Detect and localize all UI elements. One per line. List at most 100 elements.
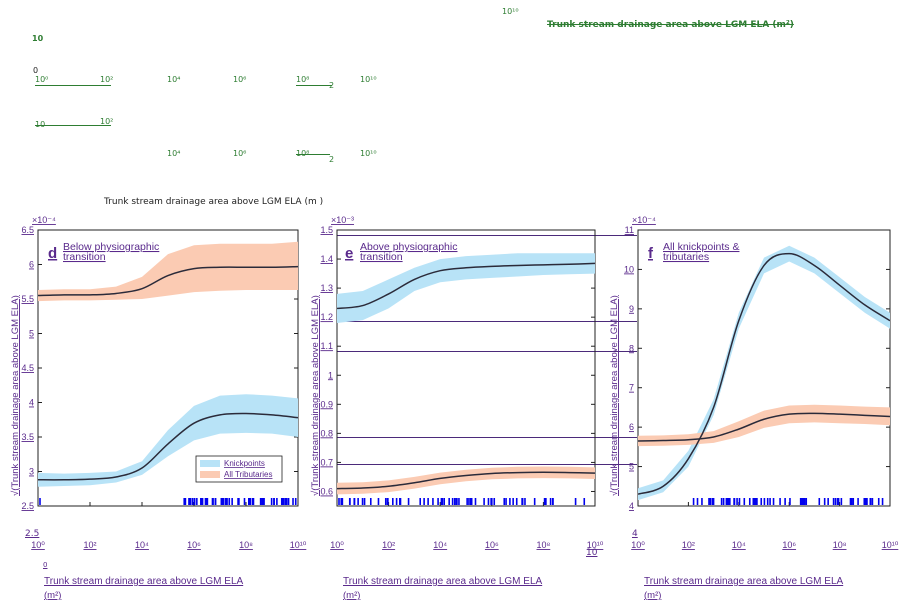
panel-title-f-2: tributaries [663,251,709,263]
chart-panel-e: 0.6 0.7 0.8 0.9 1 1.1 1.2 1.3 1.4 1.5 10⁰ 10² 10⁴ 10⁶… [310,215,604,601]
y-tick-label: 4 [29,398,34,408]
x-axis-label-f: Trunk stream drainage area above LGM ELA [644,576,844,587]
stray-label-zero: 0 [43,561,48,569]
x-axis-unit-f: (m²) [644,590,661,601]
y-tick-label: 10 [624,264,634,274]
panel-letter-d: d [48,245,57,262]
confidence-band-knickpoints [38,394,298,487]
chart-panel-d: 2.5 3 3.5 4 4.5 5 5.5 6 6.5 10⁰ 10² 10⁴ 10⁶ 10⁸ 10¹⁰ ×1… [10,215,307,601]
y-tick-label: 1.3 [320,283,333,293]
x-tick-label: 10⁸ [239,540,253,550]
y-tick-label: 1.2 [320,312,333,322]
x-tick-label: 10⁴ [732,540,746,550]
x-axis-label-d: Trunk stream drainage area above LGM ELA [44,576,244,587]
y-tick-label: 1 [328,370,333,380]
fit-curve-tributaries [637,412,891,442]
legend-entry: Knickpoints [224,459,265,468]
fit-curve-tributaries [336,471,596,490]
ghost-tick-e: 10⁴ [167,75,181,84]
ghost-rule-4 [296,154,330,155]
panel-letter-e: e [345,245,353,262]
fit-curve-knickpoints [637,252,891,495]
chart-panel-f: 4 5 6 7 8 9 10 11 10⁰ 10² 10⁴ 10⁶ 10⁸ 10¹⁰ ×10⁻⁴ f All k… [609,215,899,601]
panel-title-f: All knickpoints & [663,241,739,253]
x-tick-label: 10⁶ [485,540,499,550]
y-tick-label: 1.5 [320,225,333,235]
stray-label-ten: 10 [586,548,598,558]
fit-curve-knickpoints [336,262,596,310]
ghost-tick-d: 10² [100,75,114,84]
stray-label-four: 4 [632,529,638,539]
legend-swatch [200,471,220,478]
y-tick-label: 5.5 [21,294,34,304]
panel-title-d-2: transition [63,251,106,263]
y-tick-label: 3.5 [21,432,34,442]
y-axis-label-f: √(Trunk stream drainage area above LGM E… [609,295,620,496]
plot-frame-e [336,229,596,507]
y-tick-label: 4.5 [21,363,34,373]
y-tick-label: 1.4 [320,254,333,264]
x-tick-label: 10¹⁰ [882,540,899,550]
panel-letter-f: f [648,245,654,262]
y-multiplier: ×10⁻³ [331,215,354,225]
ghost-tick-i: 10¹⁰ [360,75,377,84]
y-tick-label: 8 [629,343,634,353]
panel-title-e: Above physiographic [360,241,457,253]
mid-axis-label: Trunk stream drainage area above LGM ELA… [104,198,323,207]
x-axis-unit-d: (m²) [44,590,61,601]
mid-axis-label-close: ) [319,197,324,207]
x-tick-label: 10⁶ [187,540,201,550]
x-tick-label: 10² [682,540,695,550]
confidence-band-tributaries [38,241,298,302]
y-tick-label: 0.7 [320,457,333,467]
y-tick-label: 11 [625,225,634,235]
ghost-tick-a: 10 [32,34,44,43]
artifact-title-struck: Trunk stream drainage area above LGM ELA… [547,20,794,30]
x-tick-label: 10¹⁰ [587,540,604,550]
ghost-row3-d: 2 [329,155,335,164]
confidence-band-tributaries [337,466,595,495]
y-tick-label: 1.1 [320,341,333,351]
ghost-row2-b: 10² [100,117,114,126]
x-tick-label: 10² [83,540,96,550]
y-tick-label: 3 [29,467,34,477]
artifact-line-5 [337,464,637,465]
x-tick-label: 10⁰ [31,540,45,550]
artifact-line-1 [337,235,637,236]
ghost-rule-3 [35,125,111,126]
y-tick-label: 5 [29,329,34,339]
x-axis-label-e: Trunk stream drainage area above LGM ELA [343,576,543,587]
artifact-line-4 [337,437,637,438]
ghost-rule-1 [35,85,111,86]
y-tick-label: 6.5 [21,225,34,235]
mid-axis-label-text: Trunk stream drainage area above LGM ELA… [104,197,317,207]
stray-label-low: 2.5 [25,529,40,539]
y-tick-label: 6 [629,422,634,432]
x-tick-label: 10⁰ [631,540,645,550]
x-tick-label: 10⁴ [135,540,149,550]
y-tick-label: 2.5 [21,501,34,511]
panel-title-d: Below physiographic [63,241,159,253]
artifact-exponent-top: 10¹⁰ [502,7,519,16]
panel-title-e-2: transition [360,251,403,263]
x-tick-label: 10² [382,540,395,550]
fit-curve-knickpoints [37,412,299,481]
x-tick-label: 10⁶ [782,540,796,550]
ghost-row3-e: 10¹⁰ [360,149,377,158]
fit-curve-tributaries [37,265,299,297]
legend-swatch [200,460,220,467]
ghost-row3-c: 10⁸ [296,150,309,158]
confidence-band-knickpoints [337,253,595,323]
y-tick-label: 6 [29,260,34,270]
ghost-rule-2 [296,85,332,86]
y-tick-label: 7 [629,383,634,393]
ghost-tick-h: 2 [329,82,334,90]
ghost-tick-b: 0 [33,66,39,75]
legend-entry: All Tributaries [224,470,272,479]
x-tick-label: 10⁰ [330,540,344,550]
y-multiplier: ×10⁻⁴ [632,215,656,225]
artifact-line-3 [337,351,637,352]
plot-frame-f [637,229,891,507]
x-tick-label: 10⁸ [833,540,847,550]
x-tick-label: 10¹⁰ [290,540,307,550]
